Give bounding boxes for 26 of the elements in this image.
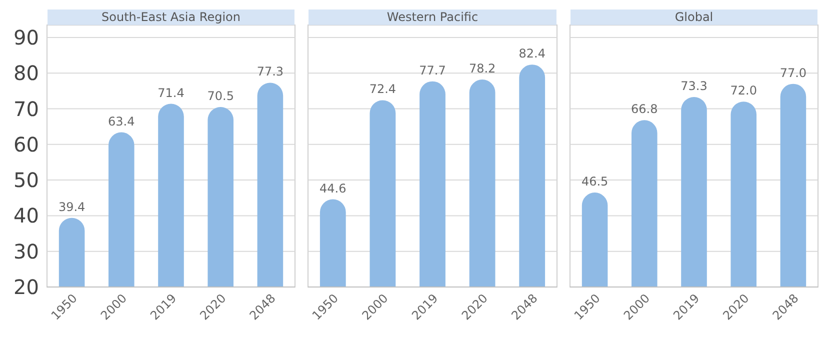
y-tick-label: 30 — [14, 239, 39, 264]
data-label: 77.3 — [256, 64, 284, 79]
data-label: 63.4 — [108, 114, 135, 128]
y-tick-label: 40 — [14, 204, 39, 228]
data-label: 77.7 — [419, 63, 446, 78]
data-label: 73.3 — [680, 79, 708, 94]
data-label: 72.4 — [369, 82, 396, 96]
chart-title: South-East Asia Region — [102, 10, 240, 24]
y-tick-label: 20 — [14, 275, 39, 299]
data-label: 82.4 — [518, 46, 546, 61]
data-label: 39.4 — [58, 200, 86, 214]
chart-title: Global — [674, 10, 714, 24]
data-label: 66.8 — [631, 102, 658, 116]
y-tick-label: 80 — [14, 61, 39, 86]
y-tick-label: 60 — [14, 132, 39, 156]
y-tick-label: 90 — [14, 25, 39, 50]
chart-title: Western Pacific — [386, 10, 478, 24]
data-label: 44.6 — [320, 181, 346, 196]
data-label: 46.5 — [581, 174, 608, 189]
data-label: 70.5 — [207, 88, 234, 103]
y-tick-label: 50 — [14, 168, 39, 192]
data-label: 77.0 — [780, 66, 807, 80]
data-label: 72.0 — [730, 84, 757, 98]
data-label: 78.2 — [468, 62, 496, 76]
data-label: 71.4 — [158, 86, 184, 100]
y-tick-label: 70 — [14, 96, 39, 121]
